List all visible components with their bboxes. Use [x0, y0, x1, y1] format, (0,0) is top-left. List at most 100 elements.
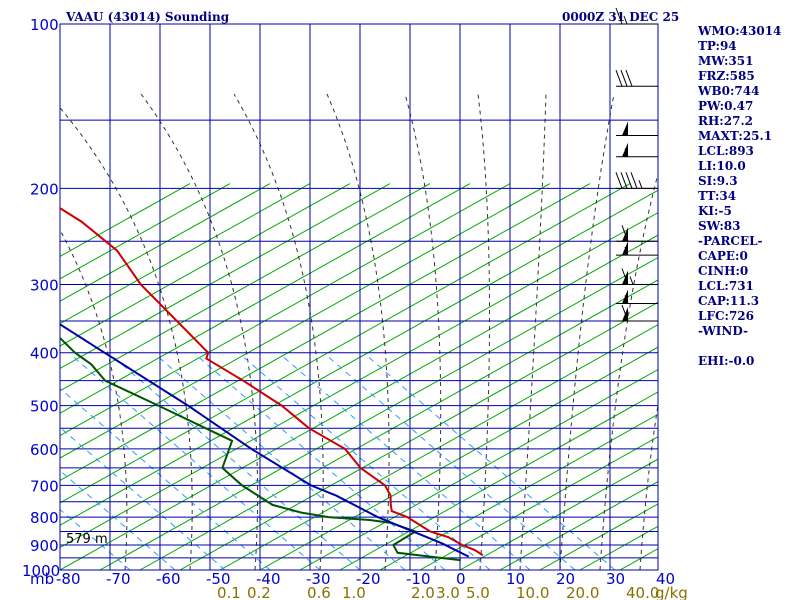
moist-adiabat-line [326, 93, 390, 570]
mixing-ratio-unit-label: g/kg [655, 584, 688, 600]
sounding-index-item: PW:0.47 [698, 99, 753, 113]
dry-adiabat-line [60, 183, 391, 369]
sounding-index-item: EHI:-0.0 [698, 354, 754, 368]
temperature-tick-label: 10 [506, 570, 525, 588]
wind-barb-pennant [622, 121, 628, 136]
moist-adiabat-line [477, 93, 491, 570]
sounding-index-item: KI:-5 [698, 204, 732, 218]
wind-barbs [615, 7, 658, 322]
wind-barb-flag [615, 172, 623, 189]
dry-adiabat-line [539, 503, 658, 570]
mixing-ratio-tick-label: 20.0 [566, 584, 599, 600]
sounding-index-item: MAXT:25.1 [698, 129, 772, 143]
sounding-index-item: LI:10.0 [698, 159, 746, 173]
sounding-index-item: WB0:744 [697, 84, 759, 98]
sounding-index-item: CAPE:0 [698, 249, 748, 263]
sounding-series [60, 206, 484, 562]
temperature-tick-label: -30 [306, 570, 331, 588]
temperature-line [60, 206, 484, 557]
dry-adiabat-line [60, 183, 471, 414]
dry-adiabat-line [459, 458, 658, 570]
chart-time: 0000Z 31 DEC 25 [562, 10, 679, 24]
pressure-tick-label: 100 [30, 16, 59, 34]
dry-adiabat-line [60, 183, 311, 325]
dewpoint-line [60, 336, 462, 562]
wind-barb-halfflag [629, 276, 634, 285]
pressure-tick-label: 400 [30, 345, 59, 363]
wind-barb-flag [615, 7, 623, 25]
station-elevation-label: 579 m [66, 532, 108, 547]
mixing-ratio-line [69, 353, 321, 570]
mixing-ratio-line [154, 353, 406, 570]
mixing-ratio-line [60, 426, 226, 570]
sounding-index-item: LCL:893 [698, 144, 754, 158]
mixing-ratio-tick-label: 0.6 [307, 584, 331, 600]
wind-barb-flag [620, 172, 628, 189]
pressure-unit-label: mb [30, 570, 54, 588]
dry-adiabat-line [339, 391, 658, 570]
sounding-index-item: -PARCEL- [698, 234, 763, 248]
pressure-tick-label: 700 [30, 477, 59, 495]
temperature-tick-label: -80 [56, 570, 81, 588]
wind-barb-halfflag [624, 148, 629, 157]
wind-barb-halfflag [638, 180, 643, 189]
mixing-ratio-line [364, 353, 616, 570]
dry-adiabat-line [379, 413, 658, 570]
dry-adiabat-line [99, 256, 658, 570]
wind-barb-flag [625, 70, 633, 87]
mixing-ratio-line [60, 469, 176, 570]
wind-barb-flag [630, 172, 638, 189]
wind-barb-halfflag [623, 15, 628, 25]
wind-barb-flag [621, 304, 629, 322]
mixing-ratio-line [324, 353, 576, 570]
moist-adiabat-line [559, 93, 615, 570]
dry-adiabat-line [259, 346, 658, 570]
dry-adiabat-line [179, 301, 658, 570]
pressure-tick-label: 500 [30, 398, 59, 416]
sounding-index-item: TP:94 [698, 39, 737, 53]
sounding-index-item: LFC:726 [698, 309, 754, 323]
sounding-index-item: CINH:0 [698, 264, 748, 278]
dry-adiabat-line [299, 368, 658, 570]
dry-adiabat-line [60, 183, 351, 347]
temperature-tick-label: 20 [556, 570, 575, 588]
chart-title: VAAU (43014) Sounding [65, 10, 230, 24]
mixing-ratio-line [279, 353, 531, 570]
sounding-index-item: SI:9.3 [698, 174, 738, 188]
pressure-tick-label: 1000 [22, 562, 60, 580]
moist-adiabats [60, 93, 658, 570]
pressure-tick-label: 600 [30, 441, 59, 459]
dry-adiabat-line [499, 480, 658, 570]
sounding-index-item: SW:83 [698, 219, 740, 233]
dry-adiabat-line [60, 183, 271, 302]
sounding-index-item: TT:34 [698, 189, 736, 203]
wind-barb-flag [621, 225, 629, 242]
sounding-index-item: LCL:731 [698, 279, 754, 293]
temperature-tick-label: -40 [256, 570, 281, 588]
dry-adiabat-line [60, 234, 658, 570]
moist-adiabat-line [519, 93, 547, 570]
sounding-index-item: -WIND- [698, 324, 748, 338]
parcel-line [60, 323, 470, 558]
dry-adiabat-line [60, 183, 511, 437]
pressure-temperature-grid [59, 23, 659, 571]
temperature-tick-label: -10 [406, 570, 431, 588]
dry-adiabat-line [60, 183, 631, 504]
mixing-ratio-tick-label: 40.0 [626, 584, 659, 600]
temperature-tick-label: -20 [356, 570, 381, 588]
mixing-ratio-line [194, 353, 446, 570]
temperature-tick-label: 40 [656, 570, 675, 588]
dry-adiabat-line [219, 324, 658, 570]
moist-adiabat-line [233, 93, 324, 570]
mixing-ratio-tick-label: 10.0 [516, 584, 549, 600]
wind-barb-flag [625, 172, 633, 189]
mixing-ratio-tick-label: 1.0 [342, 584, 366, 600]
pressure-tick-label: 300 [30, 277, 59, 295]
moist-adiabat-line [404, 93, 442, 570]
wind-barb-halfflag [624, 295, 629, 304]
temperature-tick-label: -50 [206, 570, 231, 588]
mixing-ratio-lines [60, 353, 616, 570]
dry-adiabat-line [60, 212, 658, 549]
dry-adiabat-line [60, 183, 591, 481]
dry-adiabat-line [60, 183, 431, 392]
